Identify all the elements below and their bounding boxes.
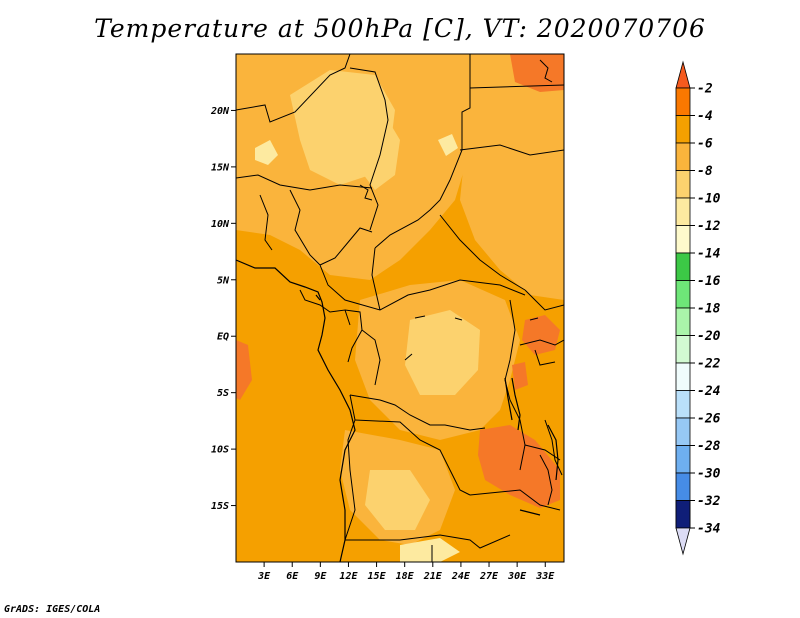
x-tick-label: 9E xyxy=(314,571,327,582)
colorbar-label: -16 xyxy=(697,274,721,289)
colorbar-label: -20 xyxy=(697,329,721,344)
x-tick-label: 27E xyxy=(479,571,499,582)
colorbar: -2 -4 -6 -8 -10 -12 -14 -16 -18 -20 -22 -24 -26 -28 -3… xyxy=(675,60,721,556)
colorbar-band xyxy=(675,390,691,419)
colorbar-label: -14 xyxy=(697,247,721,262)
colorbar-label: -10 xyxy=(697,192,721,207)
colorbar-band xyxy=(675,87,691,116)
field-region-pale-patch-2 xyxy=(438,134,458,156)
y-tick-label: 5N xyxy=(217,275,230,286)
field-hotspot-east-2 xyxy=(512,362,528,390)
field-hotspot-east-lakes xyxy=(522,315,560,355)
temperature-field xyxy=(236,54,564,562)
colorbar-top-arrow xyxy=(675,60,691,89)
x-tick-label: 33E xyxy=(535,571,555,582)
colorbar-label: -4 xyxy=(697,109,713,124)
country-borders xyxy=(236,54,564,562)
colorbar-band xyxy=(675,307,691,336)
field-region-south-pale xyxy=(400,538,460,562)
x-axis: 3E 6E 9E 12E 15E 18E 21E 24E 27E 30E 33E xyxy=(257,562,555,582)
field-region-angola-pale xyxy=(365,470,430,530)
map-frame xyxy=(235,53,565,563)
x-tick-label: 15E xyxy=(368,571,387,582)
colorbar-band xyxy=(675,362,691,391)
coastlines xyxy=(236,259,559,562)
colorbar-label: -32 xyxy=(697,494,721,509)
y-tick-label: 10S xyxy=(211,445,229,456)
colorbar-label: -22 xyxy=(697,357,721,372)
colorbar-band xyxy=(675,252,691,281)
x-tick-label: 6E xyxy=(286,571,299,582)
colorbar-label: -18 xyxy=(697,302,721,317)
colorbar-label: -34 xyxy=(697,522,721,537)
colorbar-band xyxy=(675,115,691,144)
field-region-pale-patch xyxy=(255,140,278,165)
y-tick-label: 10N xyxy=(211,219,230,230)
y-tick-label: 5S xyxy=(217,388,229,399)
x-tick-label: 30E xyxy=(507,571,527,582)
colorbar-band xyxy=(675,225,691,254)
colorbar-label: -8 xyxy=(697,164,713,179)
field-region-atlantic xyxy=(236,270,330,500)
field-hotspot-southeast xyxy=(478,425,560,508)
x-tick-label: 3E xyxy=(257,571,271,582)
colorbar-label: -6 xyxy=(697,137,713,152)
chart-title: Temperature at 500hPa [C], VT: 202007070… xyxy=(94,14,706,43)
colorbar-bottom-arrow xyxy=(675,527,691,556)
x-tick-label: 18E xyxy=(396,571,415,582)
colorbar-band xyxy=(675,170,691,199)
colorbar-label: -26 xyxy=(697,412,721,427)
field-region-niger-pale xyxy=(355,115,400,190)
field-region-east xyxy=(460,54,564,300)
colorbar-band xyxy=(675,280,691,309)
colorbar-band xyxy=(675,335,691,364)
field-region-congo-pale xyxy=(405,310,480,395)
field-hotspot-west xyxy=(236,340,252,400)
colorbar-label: -30 xyxy=(697,467,721,482)
colorbar-band xyxy=(675,417,691,446)
colorbar-band-bottom xyxy=(675,500,691,529)
colorbar-label: -2 xyxy=(697,82,713,97)
x-tick-label: 21E xyxy=(423,571,443,582)
x-tick-label: 12E xyxy=(339,571,358,582)
colorbar-label: -24 xyxy=(697,384,721,399)
colorbar-label: -28 xyxy=(697,439,721,454)
y-tick-label: 15S xyxy=(211,501,229,512)
field-hotspot-northeast xyxy=(510,54,564,92)
x-tick-label: 24E xyxy=(451,571,471,582)
colorbar-band xyxy=(675,472,691,501)
y-tick-label: 15N xyxy=(211,162,230,173)
y-tick-label: EQ xyxy=(217,332,229,343)
colorbar-band xyxy=(675,445,691,474)
colorbar-band xyxy=(675,142,691,171)
colorbar-band xyxy=(675,197,691,226)
colorbar-label: -12 xyxy=(697,219,721,234)
grads-credit: GrADS: IGES/COLA xyxy=(4,604,101,615)
y-axis: 20N 15N 10N 5N EQ 5S 10S 15S xyxy=(210,106,236,512)
y-tick-label: 20N xyxy=(210,106,230,117)
